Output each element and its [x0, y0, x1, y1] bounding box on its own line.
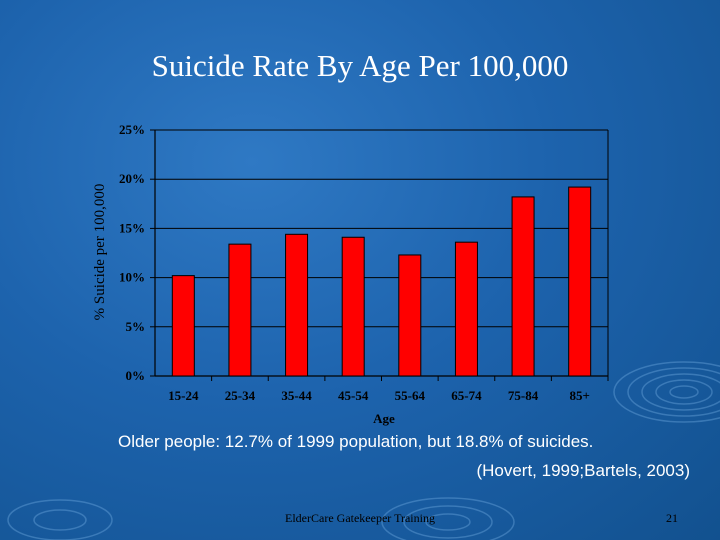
x-tick-label: 35-44: [281, 388, 312, 403]
bar: [398, 254, 422, 377]
y-tick-label: 25%: [119, 122, 145, 137]
x-tick-label: 45-54: [338, 388, 369, 403]
slide-title: Suicide Rate By Age Per 100,000: [151, 48, 569, 83]
bar: [285, 233, 309, 377]
y-tick-label: 15%: [119, 220, 145, 235]
bar: [171, 275, 195, 377]
y-tick-label: 10%: [119, 270, 145, 285]
x-tick-label: 55-64: [395, 388, 426, 403]
caption-citation: (Hovert, 1999;Bartels, 2003): [476, 461, 690, 480]
bar: [228, 243, 252, 377]
y-tick-label: 20%: [119, 171, 145, 186]
x-tick-label: 85+: [569, 388, 589, 403]
y-tick-label: 0%: [126, 368, 146, 383]
x-tick-label: 25-34: [225, 388, 256, 403]
bar: [568, 186, 592, 377]
x-tick-label: 65-74: [451, 388, 482, 403]
bar: [341, 236, 365, 377]
y-axis-label: % Suicide per 100,000: [92, 184, 108, 321]
page-number: 21: [666, 511, 678, 525]
y-tick-label: 5%: [126, 319, 146, 334]
footer-text: ElderCare Gatekeeper Training: [285, 511, 435, 525]
bar: [454, 241, 478, 377]
caption-statistic: Older people: 12.7% of 1999 population, …: [118, 432, 594, 451]
x-axis-label: Age: [373, 411, 395, 426]
bar: [511, 196, 535, 377]
x-tick-label: 75-84: [508, 388, 539, 403]
x-tick-label: 15-24: [168, 388, 199, 403]
